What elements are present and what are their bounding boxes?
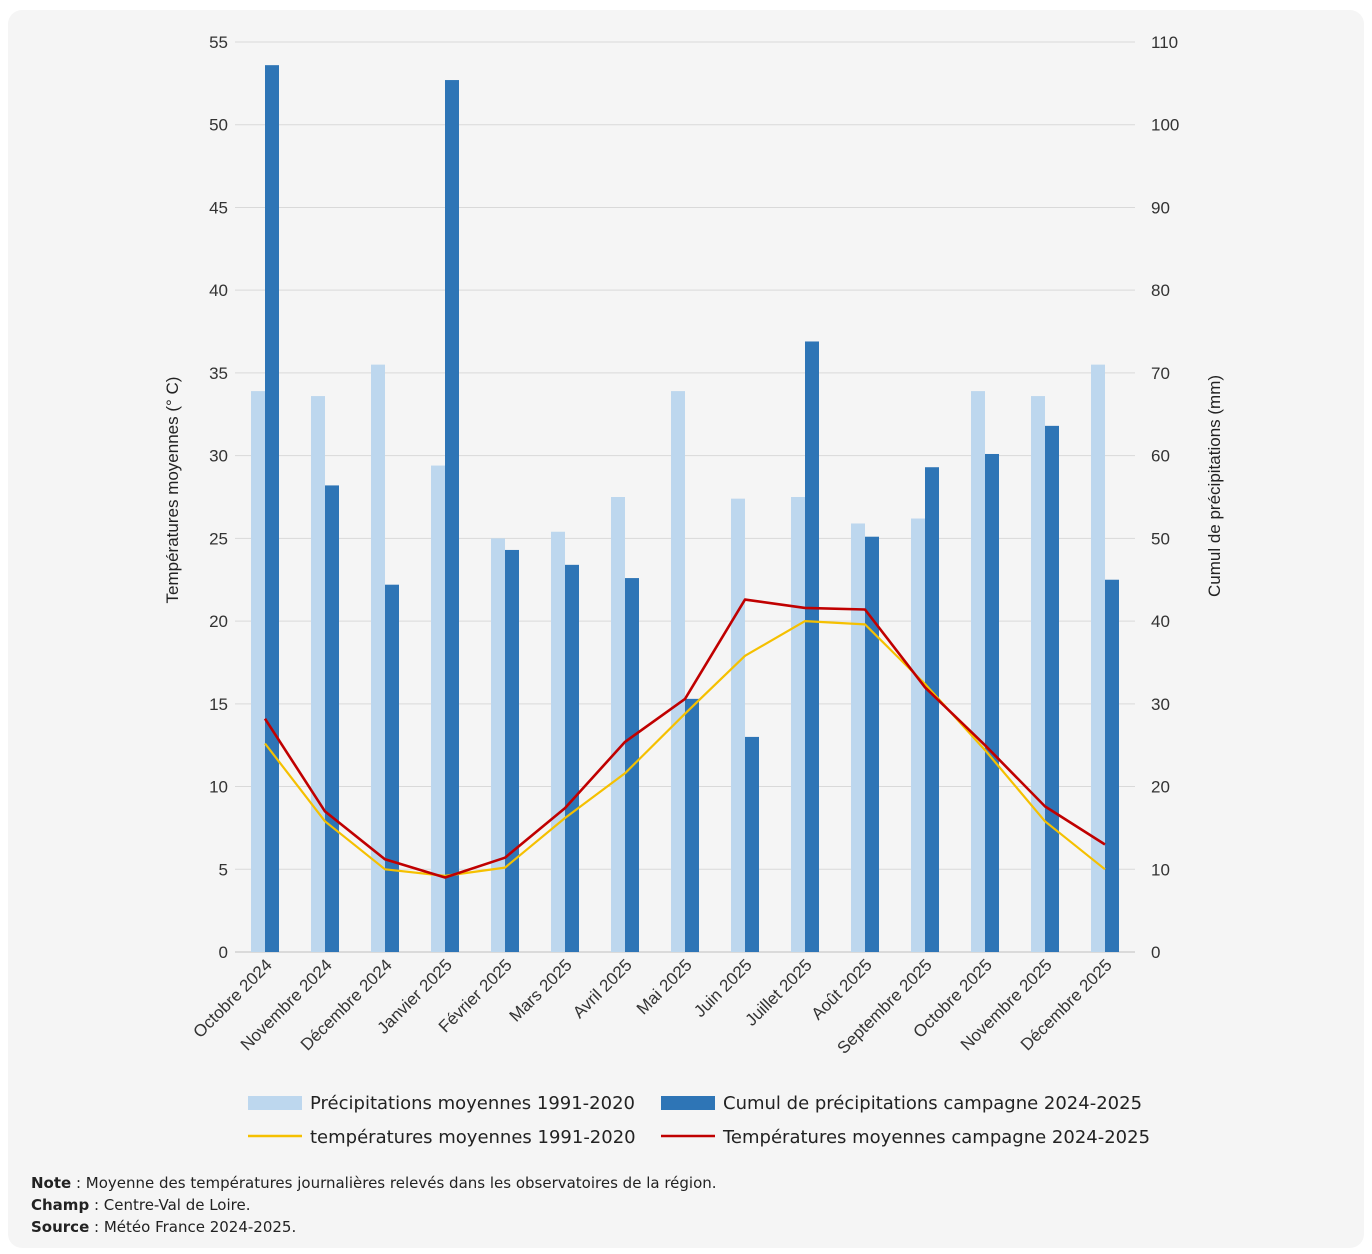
- champ-line: Champ : Centre-Val de Loire.: [31, 1194, 717, 1216]
- note-line: Note : Moyenne des températures journali…: [31, 1172, 717, 1194]
- y2-tick-label: 90: [1151, 198, 1170, 217]
- y-tick-label: 5: [219, 860, 228, 879]
- source-label: Source: [31, 1218, 90, 1236]
- y2-tick-label: 60: [1151, 447, 1170, 466]
- legend-temp-normal: températures moyennes 1991-2020: [248, 1127, 636, 1148]
- bar-precip-normal: [371, 364, 385, 952]
- bar-precip-campaign: [865, 536, 879, 952]
- bars-group: [251, 65, 1119, 952]
- y-tick-label: 15: [209, 695, 228, 714]
- y2-tick-label: 0: [1151, 943, 1160, 962]
- y2-tick-label: 20: [1151, 778, 1170, 797]
- champ-label: Champ: [31, 1196, 90, 1214]
- champ-text: : Centre-Val de Loire.: [89, 1196, 251, 1214]
- bar-precip-normal: [611, 497, 625, 952]
- bar-precip-campaign: [805, 341, 819, 952]
- bar-precip-campaign: [1045, 425, 1059, 952]
- bar-precip-normal: [311, 396, 325, 952]
- bar-precip-campaign: [505, 549, 519, 952]
- chart-card: [8, 10, 1364, 1248]
- source-line: Source : Météo France 2024-2025.: [31, 1216, 717, 1238]
- bar-precip-campaign: [1105, 579, 1119, 952]
- bar-precip-campaign: [985, 453, 999, 952]
- y-tick-label: 25: [209, 529, 228, 548]
- y-tick-label: 10: [209, 778, 228, 797]
- bar-precip-normal: [791, 497, 805, 952]
- legend-precip-normal: Précipitations moyennes 1991-2020: [248, 1093, 635, 1114]
- legend-swatch: [248, 1096, 302, 1110]
- bar-precip-normal: [1031, 396, 1045, 952]
- y2-tick-label: 80: [1151, 281, 1170, 300]
- line-temp-campaign: [263, 598, 1106, 879]
- bar-precip-normal: [551, 531, 565, 952]
- source-text: : Météo France 2024-2025.: [89, 1218, 297, 1236]
- x-tick-label: Mars 2025: [506, 955, 576, 1025]
- bar-precip-normal: [491, 538, 505, 952]
- y-tick-label: 55: [209, 33, 228, 52]
- y2-tick-label: 30: [1151, 695, 1170, 714]
- line-temp-normal: [264, 619, 1106, 878]
- y-tick-label: 20: [209, 612, 228, 631]
- note-label: Note: [31, 1174, 72, 1192]
- bar-precip-normal: [731, 498, 745, 952]
- legend-temp-campaign: Températures moyennes campagne 2024-2025: [661, 1127, 1150, 1148]
- bar-precip-campaign: [685, 698, 699, 952]
- bar-precip-normal: [971, 391, 985, 952]
- legend-precip-campaign: Cumul de précipitations campagne 2024-20…: [661, 1093, 1142, 1114]
- x-tick-label: Avril 2025: [569, 955, 636, 1022]
- x-tick-label: Mai 2025: [633, 955, 696, 1018]
- legend-swatch: [661, 1096, 715, 1110]
- bar-precip-normal: [671, 391, 685, 952]
- bar-precip-campaign: [565, 564, 579, 952]
- bar-precip-campaign: [745, 736, 759, 952]
- bar-precip-campaign: [925, 467, 939, 952]
- lines-group: [263, 598, 1106, 879]
- bar-precip-campaign: [265, 65, 279, 952]
- bar-precip-normal: [851, 523, 865, 952]
- legend-label: Températures moyennes campagne 2024-2025: [722, 1127, 1150, 1148]
- y-tick-label: 50: [209, 116, 228, 135]
- y-tick-label: 30: [209, 447, 228, 466]
- y-tick-label: 40: [209, 281, 228, 300]
- y2-axis-label: Cumul de précipitations (mm): [1205, 375, 1224, 597]
- y-tick-label: 35: [209, 364, 228, 383]
- y-tick-label: 45: [209, 198, 228, 217]
- legend-label: Cumul de précipitations campagne 2024-20…: [723, 1093, 1142, 1114]
- bar-precip-normal: [1091, 364, 1105, 952]
- bar-precip-campaign: [445, 80, 459, 952]
- y2-tick-label: 40: [1151, 612, 1170, 631]
- bar-precip-campaign: [385, 584, 399, 952]
- y-axis-label: Températures moyennes (° C): [163, 377, 182, 604]
- legend-label: températures moyennes 1991-2020: [310, 1127, 636, 1148]
- y2-tick-label: 50: [1151, 529, 1170, 548]
- y-tick-label: 0: [219, 943, 228, 962]
- note-text: : Moyenne des températures journalières …: [71, 1174, 717, 1192]
- chart-notes: Note : Moyenne des températures journali…: [31, 1172, 717, 1238]
- y2-tick-label: 10: [1151, 860, 1170, 879]
- bar-precip-normal: [911, 518, 925, 952]
- bar-precip-normal: [431, 465, 445, 952]
- bar-precip-normal: [251, 391, 265, 952]
- bar-precip-campaign: [325, 485, 339, 952]
- combo-chart: 0 5 10 15 20 25 30 35 40 45 50 55 0 10 20 30 40 50 60 70 80 9…: [163, 33, 1224, 1148]
- legend: Précipitations moyennes 1991-2020 Cumul d…: [248, 1093, 1150, 1148]
- y2-tick-label: 70: [1151, 364, 1170, 383]
- y2-tick-label: 110: [1151, 33, 1178, 52]
- legend-label: Précipitations moyennes 1991-2020: [310, 1093, 635, 1114]
- y2-tick-label: 100: [1151, 116, 1179, 135]
